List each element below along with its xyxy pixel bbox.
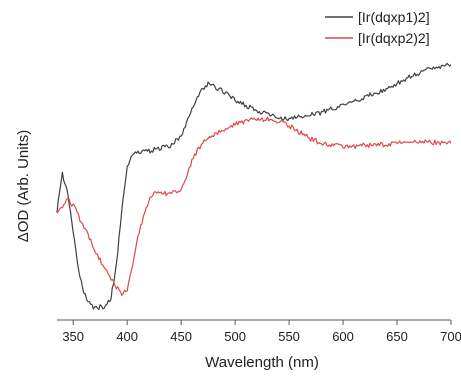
legend-label-series-1: [Ir(dqxp1)2]	[358, 9, 430, 25]
x-tick-label: 550	[278, 329, 300, 344]
x-tick-label: 600	[332, 329, 354, 344]
x-tick-label: 400	[116, 329, 138, 344]
legend: [Ir(dqxp1)2] [Ir(dqxp2)2]	[325, 9, 430, 46]
series-layer	[56, 62, 452, 311]
series-line-1	[56, 62, 452, 311]
x-ticks: 350 400 450 500 550 600 650 700	[62, 320, 461, 344]
x-tick-label: 700	[440, 329, 461, 344]
series-line-2	[56, 116, 452, 296]
x-tick-label: 350	[62, 329, 84, 344]
x-tick-label: 450	[170, 329, 192, 344]
x-tick-label: 650	[386, 329, 408, 344]
x-axis-title: Wavelength (nm)	[205, 354, 319, 371]
legend-label-series-2: [Ir(dqxp2)2]	[358, 30, 430, 46]
y-axis-title: ΔOD (Arb. Units)	[15, 130, 32, 243]
x-tick-label: 500	[224, 329, 246, 344]
